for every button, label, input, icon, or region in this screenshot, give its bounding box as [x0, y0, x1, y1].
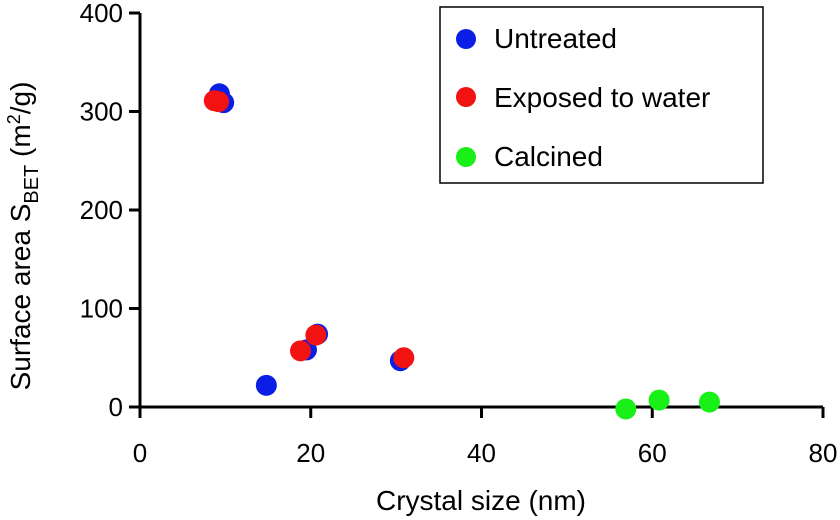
x-tick-label: 40 — [467, 438, 496, 468]
y-axis-title-subscript: BET — [21, 165, 43, 204]
data-point-exposed-to-water — [305, 324, 327, 346]
legend-label-untreated: Untreated — [494, 23, 617, 54]
y-axis-title-unit-open: (m — [5, 124, 36, 164]
legend-marker-untreated — [456, 29, 476, 49]
x-axis-ticks: 0 20 40 60 80 — [133, 407, 838, 468]
x-axis-title: Crystal size (nm) — [376, 485, 586, 516]
legend-marker-exposed-to-water — [456, 87, 476, 107]
data-point-exposed-to-water — [393, 347, 415, 369]
data-point-calcined — [698, 391, 720, 413]
data-point-exposed-to-water — [208, 91, 230, 113]
x-tick-label: 0 — [133, 438, 147, 468]
x-tick-label: 60 — [638, 438, 667, 468]
legend-label-exposed-to-water: Exposed to water — [494, 82, 710, 113]
legend: Untreated Exposed to water Calcined — [439, 6, 764, 184]
legend-box — [439, 6, 764, 184]
data-point-calcined — [648, 389, 670, 411]
y-tick-label: 200 — [80, 195, 123, 225]
y-axis-ticks: 0 100 200 300 400 — [80, 0, 140, 422]
x-tick-label: 80 — [809, 438, 838, 468]
y-tick-label: 100 — [80, 294, 123, 324]
data-points — [203, 83, 720, 420]
x-tick-label: 20 — [296, 438, 325, 468]
legend-label-calcined: Calcined — [494, 141, 603, 172]
data-point-calcined — [615, 398, 637, 420]
legend-marker-calcined — [456, 147, 476, 167]
data-point-exposed-to-water — [290, 340, 312, 362]
y-axis-title-main: Surface area S — [5, 204, 36, 391]
y-axis-title-unit-close: /g) — [5, 82, 36, 115]
y-tick-label: 0 — [109, 392, 123, 422]
y-tick-label: 400 — [80, 0, 123, 28]
y-axis-title-superscript: 2 — [4, 114, 24, 124]
y-axis-title: Surface area SBET (m2/g) — [4, 82, 43, 391]
data-point-untreated — [255, 374, 277, 396]
y-tick-label: 300 — [80, 97, 123, 127]
